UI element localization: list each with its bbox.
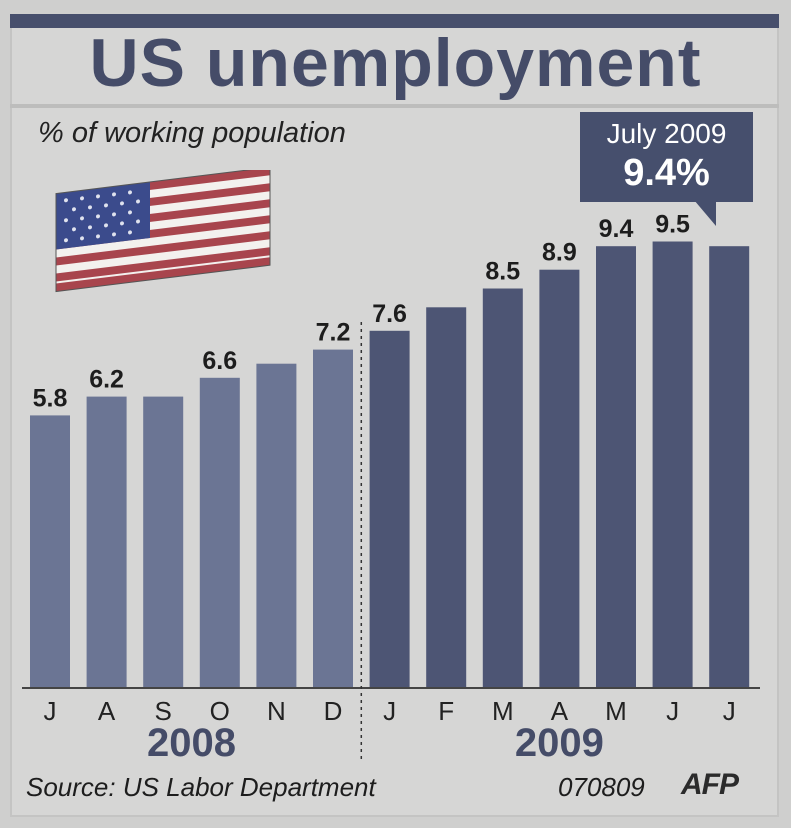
- bar-6: [369, 330, 410, 688]
- bar-2: [143, 396, 184, 688]
- bar-3: [199, 377, 240, 688]
- bar-8: [482, 288, 523, 688]
- year-label-2008: 2008: [147, 721, 236, 765]
- bar-0: [30, 415, 70, 688]
- bar-1: [86, 396, 127, 688]
- title-divider: [10, 104, 779, 108]
- bar-9: [539, 269, 580, 688]
- month-tick-8: M: [492, 696, 514, 726]
- bar-4: [256, 363, 297, 688]
- month-tick-1: A: [98, 696, 116, 726]
- bar-7: [426, 307, 467, 688]
- month-tick-10: M: [605, 696, 627, 726]
- top-rule: [10, 14, 779, 28]
- bar-value-label-6: 7.6: [372, 300, 407, 328]
- month-tick-2: S: [155, 696, 172, 726]
- callout-label: July 2009: [606, 118, 727, 149]
- us-flag-icon: [55, 170, 271, 293]
- bar-10: [596, 246, 636, 688]
- bar-value-label-0: 5.8: [33, 384, 68, 412]
- chart-title: US unemployment: [89, 25, 702, 101]
- bar-value-label-10: 9.4: [599, 215, 634, 243]
- callout-pointer: [694, 200, 716, 226]
- month-tick-5: D: [324, 696, 343, 726]
- bar-value-label-5: 7.2: [316, 319, 351, 347]
- callout-box: July 2009 9.4%: [580, 112, 753, 202]
- month-tick-12: J: [723, 696, 736, 726]
- source-note: Source: US Labor Department: [26, 772, 376, 802]
- chart-subtitle: % of working population: [38, 117, 346, 149]
- month-tick-9: A: [551, 696, 569, 726]
- bar-12: [709, 246, 750, 688]
- month-tick-0: J: [44, 696, 57, 726]
- year-label-2009: 2009: [515, 721, 604, 765]
- bar-value-label-9: 8.9: [542, 239, 577, 267]
- bar-11: [652, 241, 693, 688]
- release-code: 070809: [558, 772, 645, 802]
- bar-5: [313, 349, 353, 688]
- month-tick-6: J: [383, 696, 396, 726]
- bar-value-label-11: 9.5: [655, 211, 690, 239]
- bar-value-label-3: 6.6: [202, 347, 237, 375]
- bar-value-label-1: 6.2: [89, 366, 124, 394]
- month-tick-7: F: [438, 696, 454, 726]
- month-tick-3: O: [210, 696, 230, 726]
- callout-value: 9.4%: [623, 152, 710, 194]
- bar-value-label-8: 8.5: [485, 258, 520, 286]
- afp-logo: AFP: [681, 768, 739, 801]
- month-tick-11: J: [666, 696, 679, 726]
- month-tick-4: N: [267, 696, 286, 726]
